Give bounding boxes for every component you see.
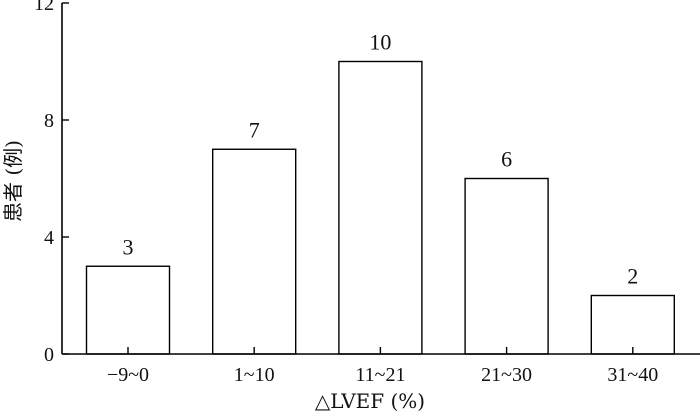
data-label: 7 xyxy=(249,117,260,142)
x-tick-label: 31~40 xyxy=(607,364,658,386)
bars-layer xyxy=(85,60,675,355)
data-label: 10 xyxy=(369,30,391,55)
labels-layer: 0 4 8 12 −9~0 3 1~10 7 11~21 10 21~30 6 31~40 2 xyxy=(34,0,658,386)
data-label: 2 xyxy=(627,264,638,289)
x-tick-label: −9~0 xyxy=(107,364,149,386)
bar xyxy=(338,60,423,355)
data-label: 6 xyxy=(501,147,512,172)
bar xyxy=(590,294,675,355)
ticks-layer xyxy=(62,2,634,355)
bar xyxy=(85,265,171,355)
bar xyxy=(464,177,549,355)
y-tick-label: 8 xyxy=(44,110,54,132)
bar xyxy=(211,148,297,355)
y-axis-title: 患者 (例) xyxy=(1,140,25,222)
y-tick-label: 0 xyxy=(44,344,54,366)
x-axis-title: △LVEF (%) xyxy=(315,389,425,413)
data-label: 3 xyxy=(123,234,134,259)
x-tick-label: 11~21 xyxy=(355,364,405,386)
y-tick-label: 4 xyxy=(44,227,54,249)
x-tick-label: 21~30 xyxy=(481,364,532,386)
x-tick-label: 1~10 xyxy=(234,364,275,386)
y-tick-label: 12 xyxy=(34,0,54,15)
